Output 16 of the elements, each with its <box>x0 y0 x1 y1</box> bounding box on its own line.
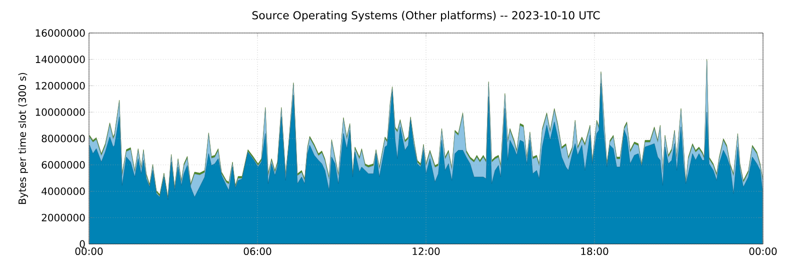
y-tick-label: 10000000 <box>36 108 85 116</box>
y-tick-label: 14000000 <box>36 56 85 64</box>
y-tick-label: 8000000 <box>42 134 85 142</box>
y-tick-label: 12000000 <box>36 82 85 90</box>
x-tick-label: 12:00 <box>412 248 440 256</box>
chart-title: Source Operating Systems (Other platforms) -- 2023-10-10 UTC <box>252 10 600 22</box>
y-tick-label: 16000000 <box>36 29 85 37</box>
y-tick-label: 0 <box>80 240 85 248</box>
x-tick-label: 00:00 <box>75 248 103 256</box>
x-tick-label: 00:00 <box>749 248 777 256</box>
y-axis-title: Bytes per time slot (300 s) <box>18 72 28 204</box>
y-tick-label: 6000000 <box>42 161 85 169</box>
x-tick-label: 18:00 <box>581 248 608 256</box>
y-tick-label: 4000000 <box>42 187 85 196</box>
x-tick-label: 06:00 <box>244 248 272 256</box>
y-tick-label: 2000000 <box>42 214 85 222</box>
